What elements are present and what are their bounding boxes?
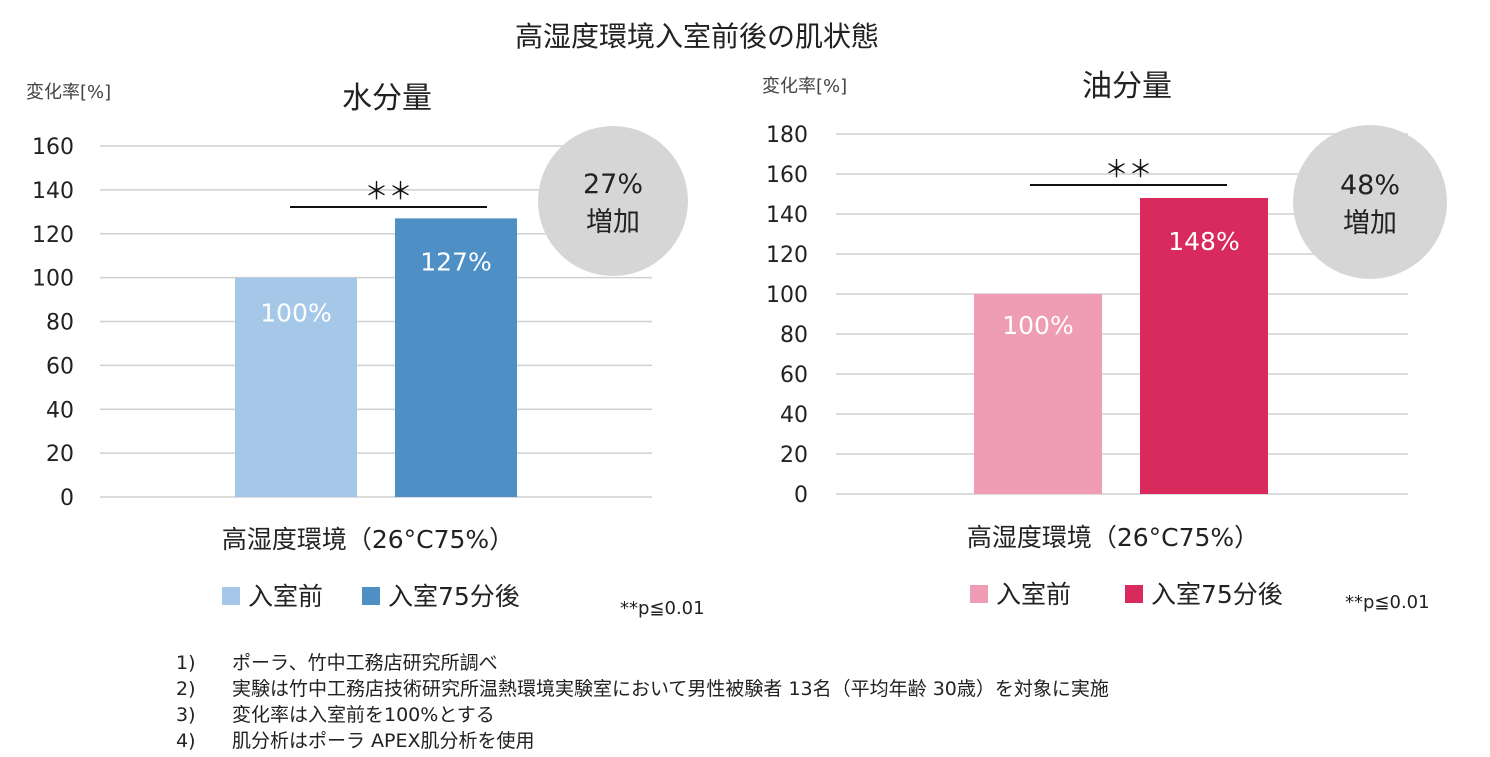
badge-percent: 27% bbox=[583, 169, 643, 200]
legend-swatch bbox=[970, 585, 988, 603]
data-label: 100% bbox=[1002, 311, 1073, 340]
chart-oil: 0 20 40 60 80 100 120 140 160 180 変化率[%] 油分量 100% 148… bbox=[762, 69, 1447, 613]
y-tick-label: 100 bbox=[32, 267, 74, 292]
p-value-note: **p≦0.01 bbox=[1345, 592, 1430, 613]
legend-label: 入室75分後 bbox=[1151, 580, 1283, 609]
footnote: 1) ポーラ、竹中工務店研究所調べ bbox=[176, 648, 498, 675]
y-tick-label: 0 bbox=[60, 486, 74, 511]
legend-label: 入室75分後 bbox=[388, 582, 520, 611]
bar bbox=[974, 294, 1102, 494]
y-tick-label: 120 bbox=[766, 243, 808, 268]
legend-swatch bbox=[362, 587, 380, 605]
badge-label: 増加 bbox=[586, 207, 640, 238]
footnote-number: 2) bbox=[176, 678, 196, 700]
y-tick-label: 140 bbox=[32, 179, 74, 204]
data-label: 100% bbox=[260, 299, 331, 328]
legend-label: 入室前 bbox=[996, 580, 1071, 609]
significance-marker: ＊＊ bbox=[365, 177, 413, 205]
data-label: 127% bbox=[420, 247, 491, 276]
increase-badge bbox=[538, 126, 688, 276]
footnote: 4) 肌分析はポーラ APEX肌分析を使用 bbox=[176, 726, 535, 753]
legend-swatch bbox=[1125, 585, 1143, 603]
y-tick-label: 80 bbox=[780, 323, 808, 348]
footnote-text: 肌分析はポーラ APEX肌分析を使用 bbox=[232, 730, 535, 752]
chart-title: 油分量 bbox=[1082, 69, 1172, 104]
data-label: 148% bbox=[1168, 227, 1239, 256]
y-tick-label: 100 bbox=[766, 283, 808, 308]
x-axis-label: 高湿度環境（26°C75%） bbox=[222, 525, 514, 554]
legend-swatch bbox=[222, 587, 240, 605]
chart-title: 水分量 bbox=[342, 81, 432, 116]
legend-label: 入室前 bbox=[248, 582, 323, 611]
y-axis-label: 変化率[%] bbox=[26, 82, 111, 103]
footnote-number: 3) bbox=[176, 704, 196, 726]
figure-title: 高湿度環境入室前後の肌状態 bbox=[515, 20, 879, 53]
footnote-number: 1) bbox=[176, 652, 196, 674]
bar bbox=[1140, 198, 1268, 494]
p-value-note: **p≦0.01 bbox=[620, 598, 705, 619]
footnote-text: 実験は竹中工務店技術研究所温熱環境実験室において男性被験者 13名（平均年齢 3… bbox=[232, 678, 1109, 700]
y-tick-label: 140 bbox=[766, 203, 808, 228]
footnote: 2) 実験は竹中工務店技術研究所温熱環境実験室において男性被験者 13名（平均年齢… bbox=[176, 674, 1109, 701]
y-tick-label: 60 bbox=[780, 363, 808, 388]
y-tick-label: 160 bbox=[766, 163, 808, 188]
bar bbox=[395, 218, 517, 498]
y-axis-label: 変化率[%] bbox=[762, 76, 847, 97]
y-tick-label: 20 bbox=[46, 442, 74, 467]
y-tick-label: 40 bbox=[780, 403, 808, 428]
footnote-text: 変化率は入室前を100%とする bbox=[232, 704, 495, 726]
increase-badge bbox=[1293, 125, 1447, 279]
x-axis-label: 高湿度環境（26°C75%） bbox=[967, 523, 1259, 552]
y-tick-label: 60 bbox=[46, 354, 74, 379]
y-tick-label: 120 bbox=[32, 223, 74, 248]
y-tick-label: 80 bbox=[46, 311, 74, 336]
footnote-number: 4) bbox=[176, 730, 196, 752]
y-tick-label: 180 bbox=[766, 123, 808, 148]
chart-moisture: 0 20 40 60 80 100 120 140 160 変化率[%] 水分量 100% 127% ＊＊… bbox=[26, 81, 705, 619]
badge-label: 増加 bbox=[1343, 208, 1397, 239]
footnote-text: ポーラ、竹中工務店研究所調べ bbox=[232, 652, 498, 674]
y-tick-label: 40 bbox=[46, 398, 74, 423]
y-tick-label: 20 bbox=[780, 443, 808, 468]
footnote: 3) 変化率は入室前を100%とする bbox=[176, 700, 495, 727]
bar bbox=[235, 277, 357, 497]
y-tick-label: 0 bbox=[794, 483, 808, 508]
significance-marker: ＊＊ bbox=[1105, 155, 1153, 183]
badge-percent: 48% bbox=[1340, 170, 1400, 201]
y-tick-label: 160 bbox=[32, 135, 74, 160]
